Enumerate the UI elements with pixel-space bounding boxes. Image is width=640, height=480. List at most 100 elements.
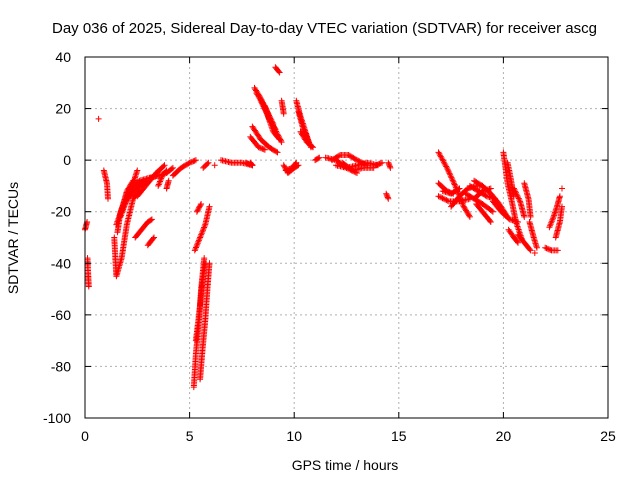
data-point	[157, 177, 164, 183]
data-point	[268, 119, 275, 126]
data-point	[310, 144, 316, 151]
data-point	[125, 193, 132, 200]
data-point	[488, 207, 495, 214]
data-point	[559, 185, 565, 192]
data-point	[205, 159, 212, 166]
data-point	[206, 203, 213, 210]
data-point	[211, 162, 218, 169]
data-point	[261, 103, 268, 109]
data-point	[275, 132, 282, 139]
data-point	[123, 197, 130, 204]
data-point	[201, 255, 208, 262]
data-point	[262, 104, 269, 111]
data-point	[275, 68, 282, 75]
data-point	[193, 244, 199, 251]
data-point	[445, 167, 452, 174]
data-point	[435, 193, 442, 200]
data-point	[123, 199, 129, 206]
data-point	[547, 221, 554, 228]
tick-labels: 0 5 10 15 20 25 -100 -80 -60 -40 -20 0 20 40	[43, 49, 616, 444]
data-point	[196, 203, 203, 210]
data-point	[379, 159, 386, 166]
data-point	[264, 108, 271, 115]
data-point	[273, 128, 280, 135]
y-tick-label: -100	[43, 410, 71, 426]
data-point	[192, 157, 199, 164]
data-point	[447, 171, 454, 178]
data-point	[135, 178, 142, 185]
data-point	[438, 194, 445, 201]
data-point	[487, 217, 493, 224]
data-point	[85, 283, 92, 290]
x-tick-label: 15	[391, 428, 407, 444]
data-point	[124, 196, 131, 203]
data-point	[456, 185, 463, 192]
data-point	[161, 162, 168, 169]
data-point	[512, 188, 519, 195]
y-tick-label: -20	[51, 204, 71, 220]
data-point	[292, 160, 299, 167]
data-points	[82, 64, 565, 391]
data-point	[516, 197, 523, 203]
y-tick-label: -60	[51, 307, 71, 323]
data-point	[336, 152, 342, 159]
data-point	[439, 195, 446, 202]
data-point	[198, 231, 205, 238]
data-point	[276, 69, 283, 76]
chart-title: Day 036 of 2025, Sidereal Day-to-day VTE…	[52, 20, 597, 37]
plot-border	[84, 56, 609, 419]
data-point	[444, 197, 451, 204]
data-point	[151, 234, 157, 241]
data-point	[281, 163, 288, 170]
axis-ticks	[84, 56, 609, 419]
data-point	[276, 135, 283, 142]
data-point	[168, 165, 175, 172]
y-tick-label: -80	[51, 358, 71, 374]
y-tick-label: 20	[55, 101, 71, 117]
data-point	[148, 216, 155, 223]
data-point	[443, 163, 450, 170]
data-point	[531, 250, 538, 256]
data-point	[169, 164, 176, 171]
data-point	[449, 176, 456, 182]
data-point	[195, 238, 202, 245]
data-point	[278, 139, 285, 146]
grid-lines	[85, 57, 608, 418]
x-tick-label: 5	[186, 428, 194, 444]
data-point	[455, 186, 462, 193]
data-point	[204, 160, 211, 167]
data-point	[273, 148, 280, 155]
data-point	[134, 167, 141, 174]
data-point	[274, 149, 281, 156]
data-point	[510, 185, 517, 192]
data-point	[442, 196, 449, 203]
data-point	[482, 192, 489, 199]
data-point	[527, 247, 534, 254]
data-point	[466, 213, 473, 220]
data-point	[265, 112, 272, 119]
data-point	[118, 208, 125, 215]
data-point	[249, 162, 256, 169]
data-point	[550, 215, 556, 222]
data-point	[559, 203, 565, 210]
data-point	[194, 207, 201, 214]
data-point	[126, 192, 133, 199]
y-tick-label: -40	[51, 255, 71, 271]
data-point	[191, 247, 198, 254]
data-point	[385, 195, 392, 202]
data-point	[280, 162, 287, 169]
data-point	[521, 213, 528, 220]
data-point	[198, 201, 205, 207]
data-point	[150, 235, 157, 242]
data-point	[165, 177, 172, 184]
data-point	[449, 177, 456, 184]
data-point	[194, 240, 201, 247]
x-tick-label: 20	[496, 428, 512, 444]
data-point	[487, 219, 494, 225]
data-point	[280, 110, 287, 117]
data-point	[444, 166, 451, 173]
x-axis-label: GPS time / hours	[292, 457, 399, 473]
data-point	[122, 200, 129, 207]
